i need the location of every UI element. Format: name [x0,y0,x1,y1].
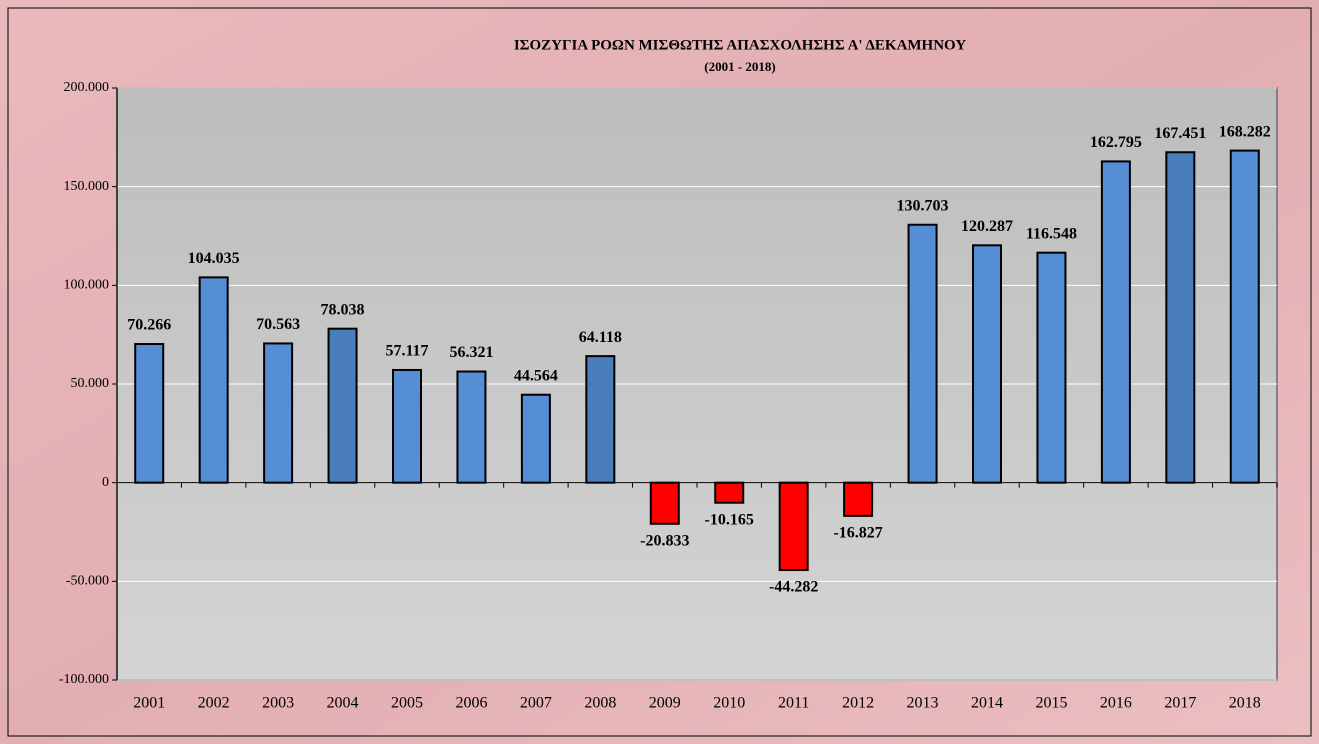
x-tick-label: 2009 [649,695,681,712]
chart-frame [7,7,1312,737]
x-tick-label: 2018 [1229,695,1261,712]
y-tick-label: 50.000 [71,376,110,391]
data-label: -10.165 [705,511,754,528]
bar [1100,160,1131,484]
data-label: 120.287 [961,218,1013,235]
x-tick-label: 2002 [198,695,230,712]
data-label: 116.548 [1026,225,1077,242]
bar [520,393,551,484]
bar [392,368,422,484]
chart-subtitle: (2001 - 2018) [704,59,776,74]
bar [585,355,616,484]
x-tick-label: 2008 [584,695,616,712]
x-tick-label: 2015 [1035,695,1067,712]
y-tick-label: 200.000 [64,80,110,95]
x-tick-label: 2014 [971,695,1003,712]
data-label: 70.563 [256,316,300,333]
data-label: 167.451 [1154,125,1206,142]
x-tick-label: 2005 [391,695,423,712]
data-label: 44.564 [514,367,558,384]
y-tick-label: 0 [102,475,109,490]
y-tick-label: -100.000 [59,672,109,687]
data-label: 104.035 [188,250,240,267]
data-label: 168.282 [1219,123,1271,140]
bar [263,342,294,484]
y-tick-label: 100.000 [64,278,110,293]
data-label: 130.703 [897,197,949,214]
data-label: 64.118 [579,329,622,346]
bar [649,481,680,525]
bar [198,276,229,484]
bar [1229,149,1260,484]
bar [1036,251,1067,484]
bar [134,343,165,484]
data-label: -44.282 [769,579,818,596]
x-tick-label: 2017 [1164,695,1196,712]
x-tick-label: 2012 [842,695,874,712]
bar [327,327,358,484]
data-label: 78.038 [321,301,365,318]
bar [778,481,809,572]
bar [456,370,487,484]
y-tick-label: 150.000 [64,179,110,194]
x-tick-label: 2016 [1100,695,1132,712]
bar [843,481,874,517]
x-tick-label: 2003 [262,695,294,712]
bar [907,223,938,484]
data-label: -20.833 [640,532,689,549]
data-label: 56.321 [449,344,493,361]
x-tick-label: 2004 [327,695,359,712]
chart-title: ΙΣΟΖΥΓΙΑ ΡΟΩΝ ΜΙΣΘΩΤΗΣ ΑΠΑΣΧΟΛΗΣΗΣ Α' ΔΕ… [514,37,967,53]
bar [714,481,745,504]
x-tick-label: 2013 [907,695,939,712]
data-label: -16.827 [833,525,882,542]
x-tick-label: 2007 [520,695,552,712]
x-tick-label: 2006 [455,695,487,712]
y-tick-label: -50.000 [66,574,109,589]
bar [972,244,1002,484]
x-tick-label: 2001 [133,695,165,712]
data-label: 57.117 [385,343,428,360]
data-label: 162.795 [1090,134,1142,151]
bar [1165,151,1196,484]
x-tick-label: 2011 [778,695,809,712]
data-label: 70.266 [127,317,171,334]
x-tick-label: 2010 [713,695,745,712]
